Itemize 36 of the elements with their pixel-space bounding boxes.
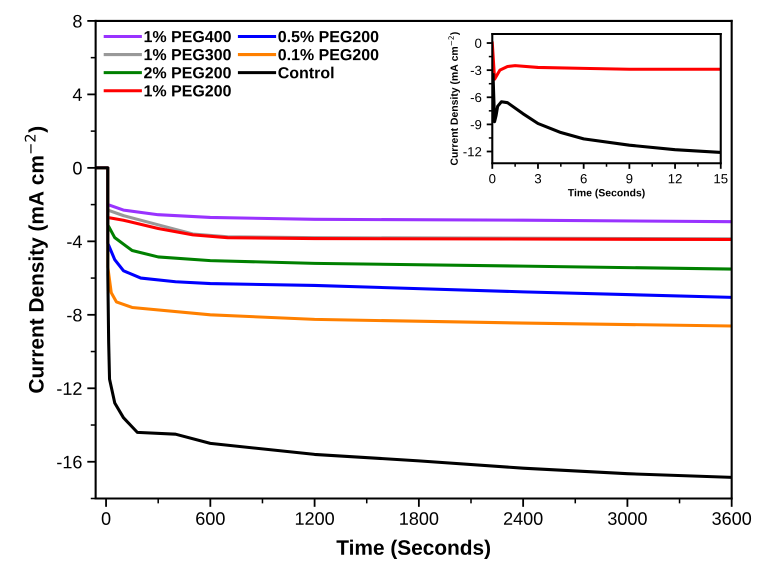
y-tick-label: -12 xyxy=(57,382,82,395)
x-tick-label: 15 xyxy=(714,174,728,184)
x-tick-label: 0 xyxy=(489,174,496,184)
x-tick-label: 1200 xyxy=(296,512,334,525)
x-tick-label: 3600 xyxy=(712,512,752,525)
x-tick-label: 3000 xyxy=(608,512,647,525)
x-tick-label: 3 xyxy=(534,174,542,184)
x-tick-label: 2400 xyxy=(504,512,543,525)
y-axis-title: Current Density (mA cm$^{−2}$) xyxy=(24,126,48,393)
y-tick-label: 0 xyxy=(475,38,482,48)
y-tick-label: -12 xyxy=(463,147,482,156)
legend-label: 1% PEG400 xyxy=(144,30,231,42)
x-tick-label: 600 xyxy=(196,512,225,525)
x-axis-title: Time (Seconds) xyxy=(568,188,645,198)
y-tick-label: -9 xyxy=(470,120,482,130)
x-tick-label: 6 xyxy=(580,174,587,184)
y-tick-label: -8 xyxy=(67,308,82,322)
legend-label: 1% PEG200 xyxy=(144,85,231,96)
y-tick-label: -6 xyxy=(470,92,482,102)
y-tick-label: -3 xyxy=(470,66,482,76)
y-tick-label: -4 xyxy=(67,235,82,248)
y-tick-label: -16 xyxy=(57,456,82,468)
y-tick-label: 0 xyxy=(73,162,82,175)
legend-label: Control xyxy=(278,66,334,78)
y-tick-label: 8 xyxy=(73,14,82,28)
x-tick-label: 12 xyxy=(668,174,682,184)
x-tick-label: 1800 xyxy=(400,512,438,525)
legend-label: 0.5% PEG200 xyxy=(278,30,378,42)
legend-label: 0.1% PEG200 xyxy=(278,49,378,60)
x-tick-label: 0 xyxy=(102,512,110,525)
legend-label: 2% PEG200 xyxy=(144,67,231,78)
legend-label: 1% PEG300 xyxy=(144,49,231,60)
y-axis-title: Current Density (mA cm$^{−2}$) xyxy=(448,32,460,166)
y-tick-label: 4 xyxy=(72,88,82,101)
x-axis-title: Time (Seconds) xyxy=(336,540,490,560)
x-tick-label: 9 xyxy=(626,174,632,184)
